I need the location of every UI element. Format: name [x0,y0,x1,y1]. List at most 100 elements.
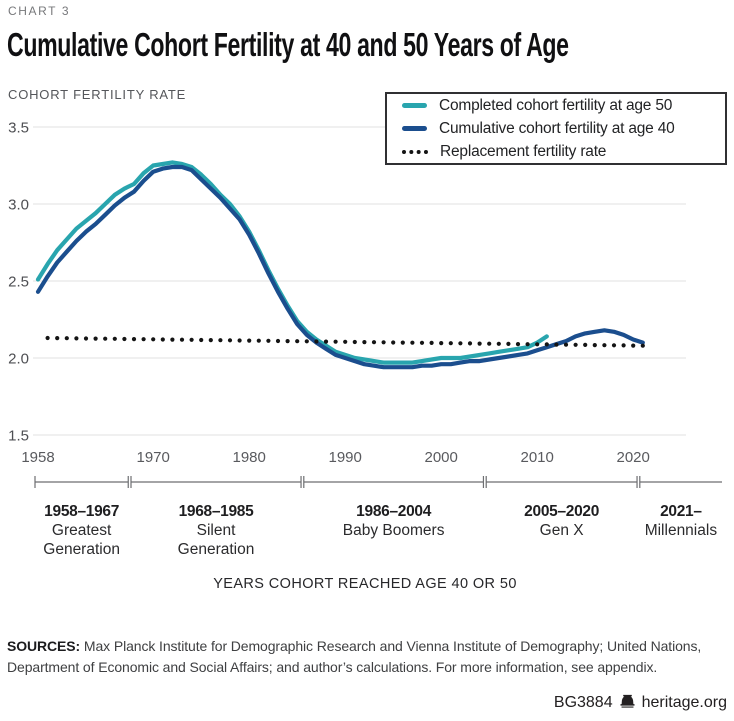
replacement-rate-dot [640,343,645,348]
generation-name-label: Gen X [540,522,585,539]
y-tick-label: 1.5 [8,428,29,445]
legend-label: Completed cohort fertility at age 50 [439,96,673,114]
y-tick-label: 3.5 [8,120,29,137]
generation-range-label: 2005–2020 [524,503,599,520]
replacement-rate-dot [285,339,290,344]
teal-line-swatch-icon [402,103,427,108]
replacement-rate-dot [381,340,386,345]
generation-range-label: 1958–1967 [44,503,119,520]
replacement-rate-dot [419,340,425,345]
replacement-rate-dot [333,339,338,344]
replacement-rate-dot [93,336,98,341]
replacement-rate-dot [592,343,597,348]
replacement-rate-dot [45,335,50,341]
dotted-line-swatch-icon [402,149,428,154]
legend-label: Cumulative cohort fertility at age 40 [439,119,675,137]
replacement-rate-dot [525,342,530,347]
replacement-rate-dot [563,342,569,347]
report-code: BG3884 [553,694,613,711]
replacement-rate-dot [170,337,175,342]
replacement-rate-dot [400,340,405,345]
legend-item-age40: Cumulative cohort fertility at age 40 [402,119,725,139]
replacement-rate-dot [141,337,146,342]
replacement-rate-dot [535,342,540,347]
replacement-rate-dot [410,340,415,345]
series-line [35,164,645,370]
fertility-line-chart: 3.5 3.0 2.5 2.0 1.5 1958 1970 1980 1990 2000 2010 2… [8,120,722,592]
generation-range-label: 1968–1985 [179,503,255,520]
replacement-rate-dot [448,341,453,346]
y-tick-label: 2.0 [8,351,29,368]
y-axis-title: COHORT FERTILITY RATE [8,87,187,102]
sources-label: SOURCES: [7,638,81,654]
replacement-rate-dot [122,336,127,342]
navy-line-swatch-icon [402,126,427,131]
generation-name-label: Silent [197,522,236,539]
replacement-rate-dot [352,339,357,345]
replacement-rate-dot [487,341,492,346]
replacement-rate-dot [55,336,60,341]
replacement-rate-dot [583,342,588,347]
replacement-rate-dot [227,338,233,343]
x-tick-label: 1980 [233,449,266,466]
replacement-rate-dot [506,341,511,346]
replacement-rate-dot [131,337,137,342]
replacement-rate-dot [83,336,89,341]
replacement-rate-dot [256,338,261,343]
replacement-rate-dot [439,341,444,346]
replacement-rate-dot [467,341,473,346]
replacement-rate-dot [631,343,636,348]
y-tick-label: 3.0 [8,197,29,214]
x-tick-label: 2020 [617,449,650,466]
replacement-rate-dot [74,336,79,341]
replacement-rate-dot [429,340,434,345]
chart-kicker: CHART 3 [8,4,71,18]
replacement-rate-dot [554,342,559,347]
replacement-rate-dot [343,339,348,344]
replacement-rate-dot [103,336,108,341]
replacement-rate-dot [573,342,578,347]
replacement-rate-dot [247,338,252,343]
heritage-bell-icon [620,694,635,713]
replacement-rate-dot [179,337,185,342]
x-axis-title: YEARS COHORT REACHED AGE 40 OR 50 [213,576,517,592]
replacement-rate-dot [266,338,271,343]
replacement-rate-dot [496,341,501,346]
replacement-rate-dot [371,340,377,345]
generation-name-label: Generation [178,541,255,558]
x-tick-label: 1990 [329,449,362,466]
replacement-rate-dot [391,340,396,345]
replacement-rate-dot [602,343,607,348]
replacement-rate-dot [621,343,626,348]
y-tick-label: 2.5 [8,274,29,291]
x-tick-label: 1958 [21,449,54,466]
replacement-rate-dot [323,339,329,344]
footer: BG3884 heritage.org [554,693,727,713]
replacement-rate-dot [544,342,549,347]
replacement-rate-dot [218,338,223,343]
replacement-rate-dot [160,337,165,342]
replacement-rate-dot [237,338,242,343]
generation-name-label: Millennials [645,522,718,539]
generation-range-label: 2021– [660,503,702,520]
replacement-rate-dot [275,338,281,344]
x-tick-label: 2010 [521,449,554,466]
generation-name-label: Greatest [52,522,112,539]
replacement-rate-dot [112,336,117,341]
replacement-rate-dot [515,342,521,347]
replacement-rate-dot [199,337,204,343]
replacement-rate-dot [611,343,617,348]
legend-item-replacement: Replacement fertility rate [402,142,725,162]
site-link[interactable]: heritage.org [641,694,727,711]
replacement-rate-dot [189,337,194,342]
replacement-rate-dot [64,336,69,341]
x-tick-label: 1970 [137,449,170,466]
sources-note: SOURCES: Max Planck Institute for Demogr… [7,636,729,677]
x-tick-label: 2000 [425,449,458,466]
generation-range-label: 1986–2004 [356,503,432,520]
replacement-rate-dot [458,341,463,346]
replacement-rate-dot [295,339,300,344]
generation-name-label: Generation [43,541,120,558]
replacement-rate-dot [477,341,482,346]
